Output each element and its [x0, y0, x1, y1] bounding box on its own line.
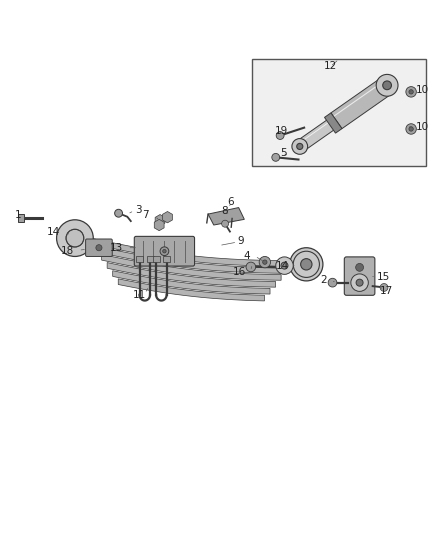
Bar — [252, 59, 426, 166]
Text: 13: 13 — [110, 243, 123, 253]
Circle shape — [96, 245, 102, 251]
Circle shape — [356, 279, 363, 286]
Bar — [18, 214, 24, 222]
Circle shape — [293, 251, 319, 277]
Polygon shape — [296, 116, 340, 151]
Circle shape — [246, 262, 256, 272]
Bar — [136, 256, 143, 262]
Circle shape — [276, 132, 284, 140]
Circle shape — [328, 278, 337, 287]
Text: 10: 10 — [416, 122, 429, 132]
Text: 18: 18 — [61, 246, 74, 256]
Circle shape — [356, 263, 364, 271]
Text: 7: 7 — [142, 210, 149, 220]
Circle shape — [160, 247, 169, 256]
Bar — [163, 256, 170, 262]
Text: 1: 1 — [15, 210, 21, 220]
Circle shape — [406, 124, 417, 134]
Circle shape — [57, 220, 93, 256]
Text: 17: 17 — [380, 286, 393, 295]
Text: 2: 2 — [321, 274, 327, 285]
Text: 14: 14 — [46, 227, 60, 237]
Text: 10: 10 — [416, 85, 429, 95]
FancyBboxPatch shape — [85, 239, 112, 256]
Polygon shape — [107, 263, 276, 287]
Text: 19: 19 — [275, 126, 288, 136]
Circle shape — [383, 81, 392, 90]
Polygon shape — [208, 207, 244, 225]
Bar — [147, 256, 153, 262]
Polygon shape — [118, 279, 265, 301]
Circle shape — [263, 260, 267, 264]
Text: 15: 15 — [377, 272, 390, 282]
Polygon shape — [331, 77, 392, 128]
Polygon shape — [113, 271, 270, 294]
Circle shape — [409, 90, 413, 94]
Circle shape — [66, 229, 84, 247]
Text: 14: 14 — [276, 261, 289, 271]
Circle shape — [406, 87, 417, 97]
Text: 5: 5 — [280, 148, 287, 158]
Circle shape — [298, 256, 314, 272]
Circle shape — [162, 249, 166, 253]
Bar — [152, 256, 159, 262]
Circle shape — [222, 220, 229, 227]
Text: 3: 3 — [135, 205, 142, 215]
FancyBboxPatch shape — [344, 257, 375, 295]
Circle shape — [272, 154, 280, 161]
Polygon shape — [325, 113, 342, 133]
Text: 11: 11 — [133, 290, 146, 300]
Circle shape — [351, 274, 368, 292]
Circle shape — [380, 284, 388, 292]
Circle shape — [115, 209, 123, 217]
Polygon shape — [91, 238, 292, 266]
Circle shape — [409, 127, 413, 131]
FancyBboxPatch shape — [134, 236, 194, 266]
Circle shape — [281, 262, 288, 269]
Circle shape — [300, 259, 312, 270]
Circle shape — [297, 143, 303, 149]
Text: 8: 8 — [221, 206, 228, 216]
Circle shape — [66, 229, 84, 247]
Circle shape — [290, 248, 323, 281]
Polygon shape — [96, 246, 287, 273]
Circle shape — [376, 75, 398, 96]
Polygon shape — [102, 254, 281, 280]
Text: 9: 9 — [237, 236, 244, 246]
Text: 6: 6 — [228, 197, 234, 207]
Circle shape — [259, 256, 271, 268]
Circle shape — [292, 139, 307, 154]
Text: 4: 4 — [243, 251, 250, 261]
Text: 16: 16 — [233, 266, 246, 277]
Circle shape — [276, 257, 293, 274]
Text: 12: 12 — [324, 61, 337, 71]
